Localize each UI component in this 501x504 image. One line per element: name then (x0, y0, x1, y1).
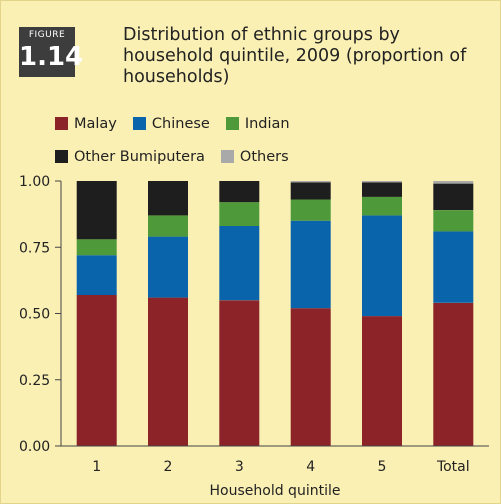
bar-segment (76, 295, 117, 446)
x-tick-label: Total (436, 459, 470, 475)
bar-segment (362, 316, 402, 446)
legend-swatch (55, 117, 68, 130)
y-tick-label: 0.25 (19, 373, 50, 389)
figure-kicker: FIGURE (28, 30, 66, 40)
bar-segment (433, 302, 474, 446)
figure-number: 1.14 (19, 42, 84, 72)
bar-segment (219, 202, 260, 226)
legend-label: Chinese (151, 115, 210, 132)
x-tick-label: 5 (378, 459, 387, 475)
bar-segment (290, 308, 331, 446)
legend-item-indian: Indian (225, 115, 290, 132)
bar-segment (433, 231, 474, 303)
x-tick-label: 4 (306, 459, 315, 475)
legend-label: Other Bumiputera (74, 148, 205, 165)
bar-segment (148, 297, 188, 446)
figure-badge: FIGURE 1.14 (19, 27, 84, 77)
bar-segment (290, 182, 331, 200)
bar-segment (433, 210, 474, 232)
legend-swatch (220, 150, 234, 163)
legend-item-malay: Malay (55, 115, 117, 132)
bar-segment (219, 300, 260, 447)
bar-segment (362, 181, 402, 183)
bar-segment (362, 182, 402, 197)
bar-segment (148, 215, 188, 237)
x-tick-label: 3 (235, 459, 244, 475)
y-tick-label: 0.75 (19, 240, 50, 256)
legend-item-chinese: Chinese (132, 115, 210, 132)
bar-segment (290, 199, 331, 221)
bar-segment (76, 181, 117, 240)
x-axis-title: Household quintile (210, 483, 341, 499)
legend-item-others: Others (220, 148, 289, 165)
y-tick-label: 0.00 (19, 439, 50, 455)
bar-segment (76, 239, 117, 256)
x-tick-label: 2 (164, 459, 173, 475)
legend-label: Others (239, 148, 289, 165)
bar-segment (433, 183, 474, 211)
y-tick-label: 0.50 (19, 307, 50, 323)
bar-segment (433, 181, 474, 184)
chart-title: Distribution of ethnic groups by househo… (123, 25, 467, 87)
x-tick-label: 1 (92, 459, 101, 475)
bar-segment (290, 220, 331, 309)
bar-segment (362, 196, 402, 216)
legend-label: Malay (74, 115, 117, 132)
legend-label: Indian (244, 115, 290, 132)
bar-segment (362, 215, 402, 317)
bar-segment (290, 181, 331, 183)
bar-segment (148, 181, 188, 216)
legend: Malay Chinese Indian Other Bumiputera Others (55, 115, 495, 165)
bar-segment (219, 226, 260, 301)
bar-segment (219, 181, 260, 203)
y-tick-label: 1.00 (19, 174, 50, 190)
bar-segment (76, 255, 117, 295)
legend-swatch (225, 117, 239, 130)
legend-swatch (132, 117, 146, 130)
legend-swatch (55, 150, 68, 163)
bar-segment (148, 236, 188, 298)
legend-item-other-bumiputera: Other Bumiputera (55, 148, 205, 165)
